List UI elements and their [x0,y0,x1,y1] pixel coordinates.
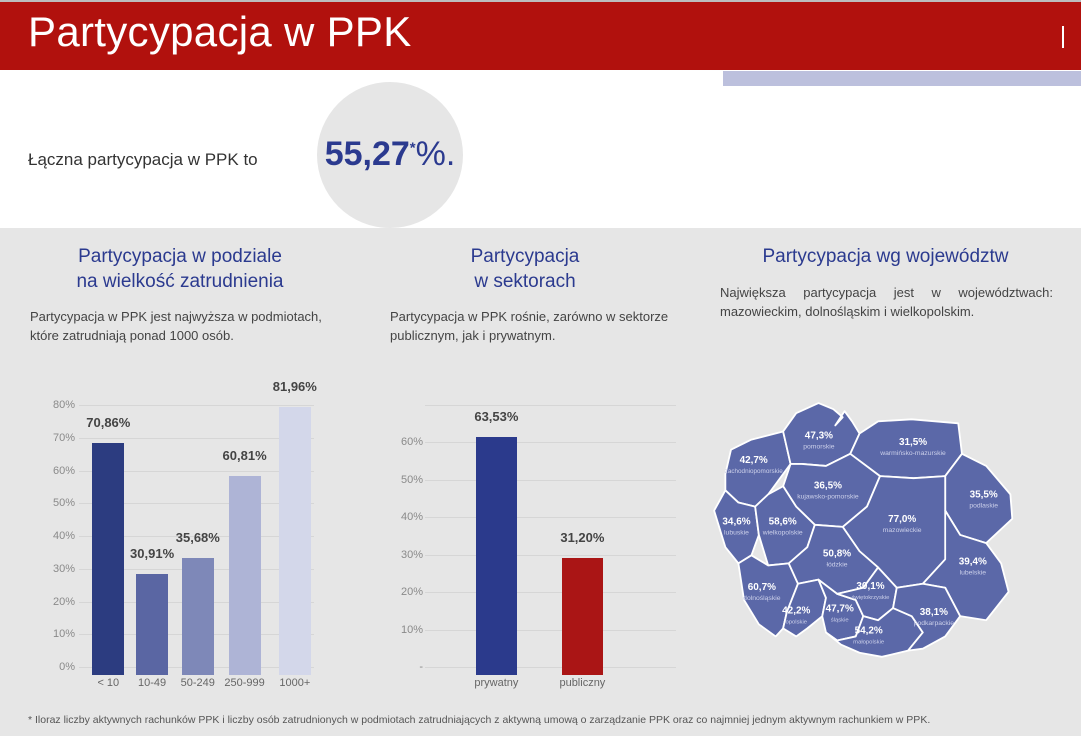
svg-text:lubuskie: lubuskie [724,530,749,537]
svg-text:34,6%: 34,6% [722,517,750,528]
svg-text:zachodniopomorskie: zachodniopomorskie [725,468,784,475]
svg-text:śląskie: śląskie [831,618,849,624]
svg-text:58,6%: 58,6% [769,517,797,528]
svg-text:36,5%: 36,5% [814,481,842,492]
svg-text:54,2%: 54,2% [855,625,883,636]
svg-text:świętokrzyskie: świętokrzyskie [852,595,890,601]
svg-text:30,1%: 30,1% [856,581,884,592]
svg-text:warmińsko-mazurskie: warmińsko-mazurskie [879,450,946,457]
svg-text:35,5%: 35,5% [970,490,998,501]
svg-text:39,4%: 39,4% [959,557,987,568]
svg-text:77,0%: 77,0% [888,514,916,525]
svg-text:47,7%: 47,7% [826,604,854,615]
svg-text:opolskie: opolskie [785,619,807,625]
svg-text:31,5%: 31,5% [899,437,927,448]
svg-text:42,2%: 42,2% [782,605,810,616]
svg-text:60,7%: 60,7% [748,582,776,593]
svg-text:małopolskie: małopolskie [853,639,884,645]
svg-text:podkarpackie: podkarpackie [914,620,955,627]
svg-text:wielkopolskie: wielkopolskie [762,530,803,537]
svg-text:38,1%: 38,1% [920,607,948,618]
svg-text:pomorskie: pomorskie [803,444,835,451]
svg-text:dolnośląskie: dolnośląskie [743,595,781,602]
svg-text:50,8%: 50,8% [823,548,851,559]
svg-text:łódzkie: łódzkie [826,561,847,568]
svg-text:mazowieckie: mazowieckie [883,527,922,534]
svg-text:42,7%: 42,7% [740,455,768,466]
svg-text:kujawsko-pomorskie: kujawsko-pomorskie [797,493,859,500]
svg-text:lubelskie: lubelskie [960,570,987,577]
svg-text:podlaskie: podlaskie [969,503,998,510]
svg-text:47,3%: 47,3% [805,431,833,442]
